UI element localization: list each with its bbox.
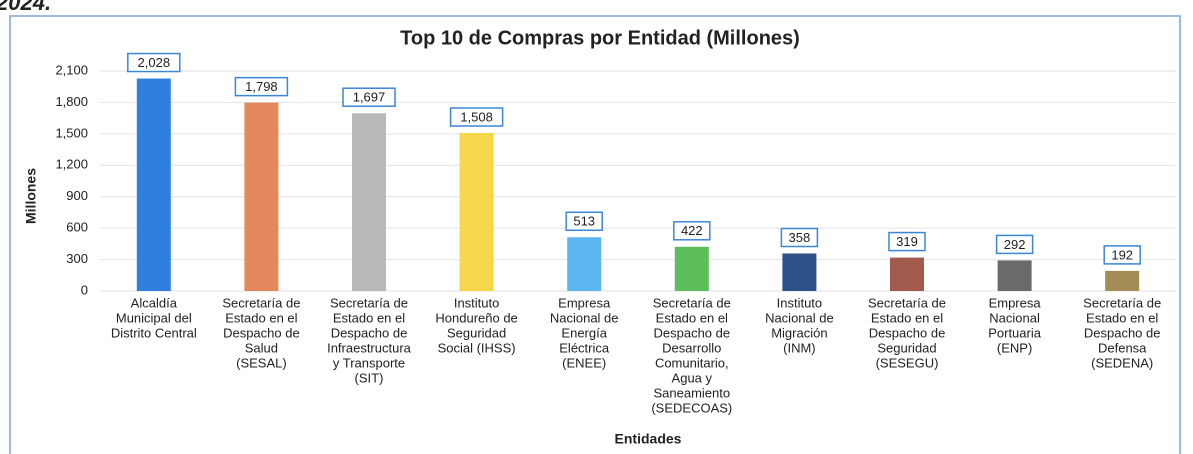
- value-label: 422: [681, 223, 703, 238]
- x-tick-label: (SIT): [355, 370, 384, 385]
- y-tick-label: 1,200: [55, 157, 88, 172]
- x-tick-label: Infraestructura: [327, 340, 412, 355]
- value-label-box: [1103, 245, 1141, 265]
- value-label-box: [888, 231, 926, 252]
- y-axis-label: Millones: [23, 168, 39, 224]
- value-label: 513: [573, 214, 595, 229]
- value-label-box: [234, 76, 289, 97]
- bar: [244, 102, 279, 291]
- x-tick-label: Defensa: [1098, 340, 1147, 355]
- x-tick-label: Secretaría de: [222, 295, 300, 310]
- value-label: 319: [896, 234, 918, 249]
- y-tick-label: 1,500: [55, 125, 88, 140]
- bar: [890, 257, 924, 291]
- value-label-box: [565, 211, 603, 232]
- x-tick-label: Agua y: [672, 370, 713, 385]
- x-tick-label: Secretaría de: [1083, 295, 1161, 310]
- value-label: 358: [789, 230, 811, 245]
- value-label-box: [995, 234, 1034, 255]
- value-label-box: [127, 52, 181, 73]
- x-tick-label: Despacho de: [331, 325, 408, 340]
- x-tick-label: y Transporte: [333, 355, 405, 370]
- x-tick-label: (SEDECOAS): [651, 400, 732, 415]
- x-tick-label: (SESAL): [236, 355, 287, 370]
- bar: [567, 237, 602, 291]
- x-tick-label: Hondureño de: [435, 310, 517, 325]
- x-tick-label: (INM): [783, 340, 816, 355]
- value-label: 1,508: [460, 109, 493, 124]
- x-tick-label: Saneamiento: [653, 385, 730, 400]
- value-label-box: [673, 221, 711, 241]
- x-axis-label: Entidades: [615, 431, 682, 447]
- x-tick-label: Comunitario,: [655, 355, 729, 370]
- x-tick-label: Portuaria: [988, 325, 1042, 340]
- header-fragment: 2024.: [0, 0, 51, 15]
- x-tick-label: (SESEGU): [876, 355, 939, 370]
- value-label: 1,697: [353, 90, 386, 105]
- x-tick-label: Estado en el: [656, 310, 728, 325]
- bar: [459, 133, 494, 291]
- x-tick-label: Estado en el: [871, 310, 943, 325]
- x-tick-label: Empresa: [989, 295, 1042, 310]
- value-label-box: [780, 227, 819, 248]
- bar: [674, 246, 709, 291]
- x-tick-label: (ENEE): [562, 355, 606, 370]
- x-tick-label: Instituto: [454, 295, 500, 310]
- x-tick-label: Despacho de: [223, 325, 300, 340]
- x-tick-label: Estado en el: [225, 310, 297, 325]
- value-label: 1,798: [245, 79, 278, 94]
- x-tick-label: Municipal del: [116, 310, 192, 325]
- x-tick-label: Eléctrica: [559, 340, 610, 355]
- x-tick-label: Secretaría de: [868, 295, 946, 310]
- x-tick-label: Salud: [245, 340, 278, 355]
- x-tick-label: Migración: [771, 325, 827, 340]
- y-tick-label: 300: [66, 251, 88, 266]
- x-tick-label: Estado en el: [1086, 310, 1158, 325]
- chart-title: Top 10 de Compras por Entidad (Millones): [400, 27, 800, 49]
- bar: [782, 253, 817, 291]
- chart-frame: [9, 15, 1181, 454]
- x-tick-label: Nacional: [989, 310, 1040, 325]
- x-tick-label: Seguridad: [877, 340, 936, 355]
- bar: [997, 260, 1032, 291]
- x-tick-label: Desarrollo: [662, 340, 721, 355]
- y-tick-label: 1,800: [55, 94, 88, 109]
- bar: [352, 113, 386, 291]
- y-tick-label: 600: [66, 220, 88, 235]
- value-label-box: [449, 107, 504, 127]
- x-tick-label: Instituto: [777, 295, 823, 310]
- x-tick-label: Nacional de: [765, 310, 834, 325]
- x-tick-label: (ENP): [997, 340, 1032, 355]
- x-tick-label: Nacional de: [550, 310, 619, 325]
- x-tick-label: (SEDENA): [1091, 355, 1153, 370]
- y-tick-label: 2,100: [55, 62, 88, 77]
- x-tick-label: Empresa: [558, 295, 611, 310]
- value-label: 292: [1004, 237, 1026, 252]
- x-tick-label: Despacho de: [653, 325, 730, 340]
- value-label-box: [342, 87, 396, 107]
- x-tick-label: Alcaldía: [131, 295, 178, 310]
- x-tick-label: Distrito Central: [111, 325, 197, 340]
- x-tick-label: Social (IHSS): [438, 340, 516, 355]
- bar: [136, 78, 171, 292]
- x-tick-label: Estado en el: [333, 310, 405, 325]
- bar: [1105, 270, 1140, 291]
- y-tick-label: 0: [81, 282, 88, 297]
- x-tick-label: Despacho de: [869, 325, 946, 340]
- x-tick-label: Despacho de: [1084, 325, 1161, 340]
- value-label: 192: [1111, 247, 1133, 262]
- x-tick-label: Energía: [561, 325, 607, 340]
- x-tick-label: Secretaría de: [330, 295, 408, 310]
- x-tick-label: Seguridad: [447, 325, 506, 340]
- x-tick-label: Secretaría de: [653, 295, 731, 310]
- y-tick-label: 900: [66, 188, 88, 203]
- value-label: 2,028: [138, 55, 171, 70]
